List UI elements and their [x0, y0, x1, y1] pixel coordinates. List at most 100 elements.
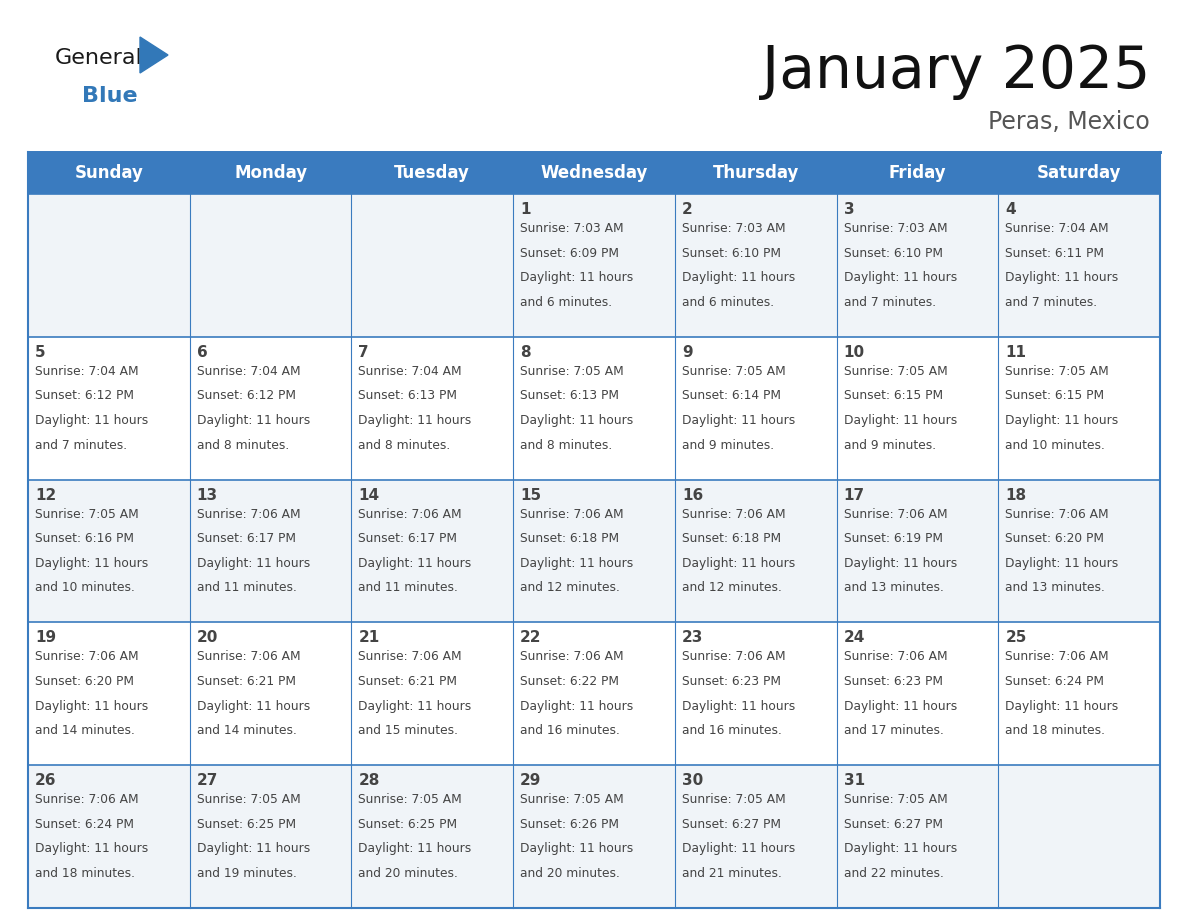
Text: 17: 17	[843, 487, 865, 502]
Text: and 9 minutes.: and 9 minutes.	[682, 439, 775, 452]
Text: and 18 minutes.: and 18 minutes.	[1005, 724, 1105, 737]
Text: 9: 9	[682, 345, 693, 360]
Text: Daylight: 11 hours: Daylight: 11 hours	[682, 700, 795, 712]
Text: Sunrise: 7:05 AM: Sunrise: 7:05 AM	[682, 364, 785, 378]
Text: Daylight: 11 hours: Daylight: 11 hours	[843, 557, 956, 570]
Text: and 6 minutes.: and 6 minutes.	[682, 296, 775, 308]
Bar	[836, 152, 998, 194]
Text: and 20 minutes.: and 20 minutes.	[359, 868, 459, 880]
Text: 15: 15	[520, 487, 542, 502]
Text: and 9 minutes.: and 9 minutes.	[843, 439, 936, 452]
Text: Sunrise: 7:06 AM: Sunrise: 7:06 AM	[1005, 508, 1108, 521]
Text: Sunday: Sunday	[75, 164, 144, 182]
Text: 18: 18	[1005, 487, 1026, 502]
Text: and 19 minutes.: and 19 minutes.	[197, 868, 297, 880]
Text: Sunrise: 7:06 AM: Sunrise: 7:06 AM	[843, 508, 947, 521]
Text: Daylight: 11 hours: Daylight: 11 hours	[34, 843, 148, 856]
Bar	[352, 194, 513, 337]
Text: Daylight: 11 hours: Daylight: 11 hours	[682, 414, 795, 427]
Text: 7: 7	[359, 345, 369, 360]
Text: Daylight: 11 hours: Daylight: 11 hours	[359, 557, 472, 570]
Text: and 21 minutes.: and 21 minutes.	[682, 868, 782, 880]
Text: Daylight: 11 hours: Daylight: 11 hours	[843, 414, 956, 427]
Text: Sunrise: 7:06 AM: Sunrise: 7:06 AM	[843, 650, 947, 664]
Text: January 2025: January 2025	[762, 43, 1150, 100]
Text: Daylight: 11 hours: Daylight: 11 hours	[359, 414, 472, 427]
Text: 20: 20	[197, 631, 219, 645]
Text: Sunset: 6:10 PM: Sunset: 6:10 PM	[682, 247, 781, 260]
Text: Monday: Monday	[234, 164, 308, 182]
Bar	[190, 479, 352, 622]
Text: Sunrise: 7:06 AM: Sunrise: 7:06 AM	[1005, 650, 1108, 664]
Bar	[352, 766, 513, 908]
Text: and 8 minutes.: and 8 minutes.	[197, 439, 289, 452]
Text: Sunset: 6:11 PM: Sunset: 6:11 PM	[1005, 247, 1105, 260]
Text: Sunrise: 7:06 AM: Sunrise: 7:06 AM	[520, 508, 624, 521]
Text: Sunset: 6:19 PM: Sunset: 6:19 PM	[843, 532, 942, 545]
Text: Sunrise: 7:05 AM: Sunrise: 7:05 AM	[682, 793, 785, 806]
Text: Daylight: 11 hours: Daylight: 11 hours	[1005, 414, 1119, 427]
Text: and 17 minutes.: and 17 minutes.	[843, 724, 943, 737]
Text: 16: 16	[682, 487, 703, 502]
Text: Sunrise: 7:05 AM: Sunrise: 7:05 AM	[1005, 364, 1110, 378]
Text: Daylight: 11 hours: Daylight: 11 hours	[1005, 557, 1119, 570]
Text: Sunset: 6:09 PM: Sunset: 6:09 PM	[520, 247, 619, 260]
Text: Daylight: 11 hours: Daylight: 11 hours	[197, 414, 310, 427]
Text: 30: 30	[682, 773, 703, 789]
Bar	[513, 152, 675, 194]
Text: Sunrise: 7:05 AM: Sunrise: 7:05 AM	[843, 793, 947, 806]
Bar	[998, 194, 1159, 337]
Text: Sunset: 6:22 PM: Sunset: 6:22 PM	[520, 675, 619, 688]
Bar	[29, 766, 190, 908]
Text: Sunset: 6:20 PM: Sunset: 6:20 PM	[1005, 532, 1105, 545]
Text: Sunset: 6:27 PM: Sunset: 6:27 PM	[843, 818, 942, 831]
Text: 31: 31	[843, 773, 865, 789]
Text: Sunset: 6:10 PM: Sunset: 6:10 PM	[843, 247, 942, 260]
Text: Sunset: 6:25 PM: Sunset: 6:25 PM	[197, 818, 296, 831]
Text: 12: 12	[34, 487, 56, 502]
Text: 19: 19	[34, 631, 56, 645]
Text: Daylight: 11 hours: Daylight: 11 hours	[843, 843, 956, 856]
Text: 25: 25	[1005, 631, 1026, 645]
Text: Sunset: 6:13 PM: Sunset: 6:13 PM	[359, 389, 457, 402]
Text: and 16 minutes.: and 16 minutes.	[520, 724, 620, 737]
Bar	[513, 622, 675, 766]
Text: Peras, Mexico: Peras, Mexico	[988, 110, 1150, 134]
Text: and 8 minutes.: and 8 minutes.	[359, 439, 450, 452]
Text: Sunrise: 7:05 AM: Sunrise: 7:05 AM	[34, 508, 139, 521]
Text: Daylight: 11 hours: Daylight: 11 hours	[682, 557, 795, 570]
Text: Sunset: 6:26 PM: Sunset: 6:26 PM	[520, 818, 619, 831]
Text: Sunset: 6:21 PM: Sunset: 6:21 PM	[197, 675, 296, 688]
Text: Daylight: 11 hours: Daylight: 11 hours	[520, 271, 633, 285]
Text: Friday: Friday	[889, 164, 946, 182]
Text: and 22 minutes.: and 22 minutes.	[843, 868, 943, 880]
Bar	[836, 479, 998, 622]
Text: and 12 minutes.: and 12 minutes.	[682, 581, 782, 595]
Text: 21: 21	[359, 631, 380, 645]
Text: Sunrise: 7:03 AM: Sunrise: 7:03 AM	[520, 222, 624, 235]
Text: 26: 26	[34, 773, 57, 789]
Text: 13: 13	[197, 487, 217, 502]
Bar	[675, 194, 836, 337]
Text: and 10 minutes.: and 10 minutes.	[1005, 439, 1105, 452]
Bar	[998, 337, 1159, 479]
Text: and 6 minutes.: and 6 minutes.	[520, 296, 612, 308]
Text: Sunrise: 7:06 AM: Sunrise: 7:06 AM	[34, 650, 139, 664]
Text: and 7 minutes.: and 7 minutes.	[1005, 296, 1098, 308]
Text: 6: 6	[197, 345, 208, 360]
Text: Daylight: 11 hours: Daylight: 11 hours	[197, 557, 310, 570]
Text: Sunrise: 7:05 AM: Sunrise: 7:05 AM	[843, 364, 947, 378]
Bar	[675, 152, 836, 194]
Text: Sunrise: 7:06 AM: Sunrise: 7:06 AM	[359, 508, 462, 521]
Text: Blue: Blue	[82, 86, 138, 106]
Text: Sunrise: 7:06 AM: Sunrise: 7:06 AM	[682, 650, 785, 664]
Text: Daylight: 11 hours: Daylight: 11 hours	[520, 557, 633, 570]
Text: Daylight: 11 hours: Daylight: 11 hours	[843, 271, 956, 285]
Bar	[998, 152, 1159, 194]
Text: Sunset: 6:13 PM: Sunset: 6:13 PM	[520, 389, 619, 402]
Text: 8: 8	[520, 345, 531, 360]
Text: Sunset: 6:24 PM: Sunset: 6:24 PM	[1005, 675, 1105, 688]
Bar	[190, 194, 352, 337]
Text: and 20 minutes.: and 20 minutes.	[520, 868, 620, 880]
Text: Daylight: 11 hours: Daylight: 11 hours	[520, 843, 633, 856]
